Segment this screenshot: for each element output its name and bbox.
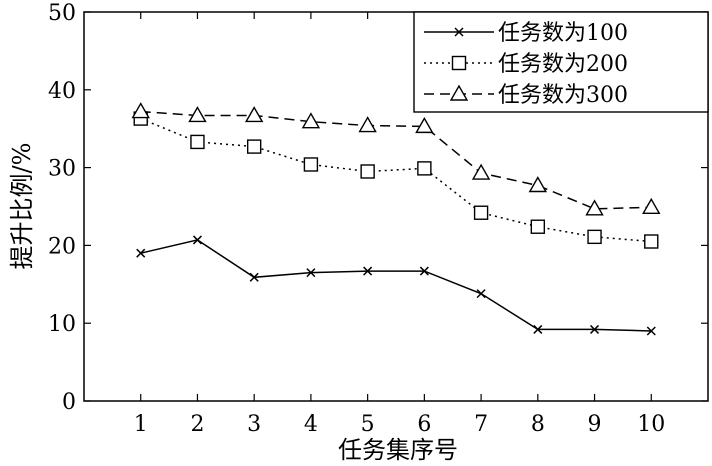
legend-entry: 任务数为300 [424,83,628,108]
plot-frame [83,11,709,402]
data-point-triangle-marker [415,116,434,134]
y-tick-label: 50 [48,1,76,26]
data-point-x-marker [476,289,486,299]
data-point-square-marker [644,234,659,249]
x-tick-label: 3 [247,412,261,437]
y-tick-label: 0 [62,390,76,415]
y-tick-label: 30 [48,157,76,182]
axis-ticks: 0 10 20 30 40 50 1 2 3 4 5 6 7 8 9 10 [48,1,708,437]
series-line [140,117,652,243]
data-point-triangle-marker [301,112,321,129]
y-tick-label: 10 [48,312,76,337]
data-point-triangle-marker [528,176,548,193]
series-2 [133,111,659,249]
x-tick-label: 4 [304,412,318,437]
x-tick-label: 2 [190,412,204,437]
data-point-square-marker [587,229,602,245]
y-tick-label: 20 [48,234,76,259]
data-point-square-marker [473,205,489,220]
series-3 [131,102,661,216]
x-tick-label: 5 [361,412,375,437]
series-1 [136,235,656,336]
data-point-x-marker [590,324,600,334]
data-point-square-marker [417,161,432,176]
x-axis-title: 任务集序号 [338,436,458,464]
x-tick-label: 1 [134,412,148,437]
x-tick-label: 9 [588,412,602,437]
series-line [140,110,652,210]
y-axis-title: 提升比例/% [8,143,36,270]
data-point-square-marker [246,139,262,154]
series-layer [131,102,661,336]
data-point-square-marker [360,164,375,179]
data-point-triangle-marker [642,197,661,214]
x-tick-label: 7 [474,412,488,437]
data-point-square-marker [190,134,205,150]
data-point-triangle-marker [244,106,264,123]
data-point-triangle-marker [585,199,604,216]
legend: 任务数为100 任务数为200 任务数为300 [413,11,709,113]
data-point-square-marker [530,219,546,234]
x-tick-label: 10 [637,412,665,437]
data-point-square-marker [451,55,467,71]
y-tick-label: 40 [48,79,76,104]
x-tick-label: 6 [417,412,431,437]
legend-label: 任务数为200 [498,52,628,77]
data-point-x-marker [306,268,316,278]
data-point-triangle-marker [131,102,150,119]
data-point-triangle-marker [471,163,491,180]
data-point-x-marker [419,266,429,276]
data-point-square-marker [303,157,319,172]
x-tick-label: 8 [531,412,545,437]
data-point-x-marker [192,235,202,245]
series-line [140,239,652,332]
data-point-x-marker [646,326,656,336]
data-point-triangle-marker [358,116,377,133]
data-point-x-marker [533,324,543,334]
legend-entry: 任务数为100 [424,21,628,46]
data-point-x-marker [249,272,259,282]
data-point-triangle-marker [188,106,207,123]
data-point-x-marker [363,266,373,276]
data-point-x-marker [136,248,146,258]
legend-label: 任务数为100 [498,21,628,46]
legend-entry: 任务数为200 [424,52,628,77]
data-point-x-marker [454,27,464,37]
data-point-triangle-marker [449,84,469,101]
legend-label: 任务数为300 [498,83,628,108]
